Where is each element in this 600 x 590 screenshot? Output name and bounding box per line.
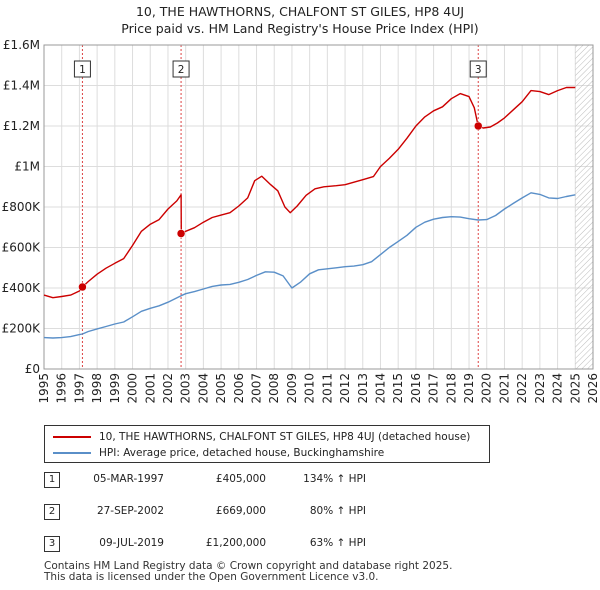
table-row: 1 05-MAR-1997 £405,000 134% ↑ HPI: [44, 472, 424, 490]
sale-label-box: [73, 60, 91, 78]
x-tick-label: 2015: [391, 373, 405, 404]
sale-number: 2: [44, 504, 60, 520]
price-chart: £0 £200K £400K £600K £800K £1M £1.2M £1.4M £1.6M…: [2, 38, 600, 404]
x-tick-label: 2021: [497, 373, 511, 404]
x-tick-label: 2025: [568, 373, 582, 404]
sale-point: [473, 121, 483, 131]
sale-number: 3: [44, 536, 60, 552]
x-tick-label: 1998: [90, 373, 104, 404]
footer-line1: Contains HM Land Registry data © Crown c…: [44, 560, 453, 572]
x-tick-label: 2007: [250, 373, 264, 404]
y-tick-label: £400K: [2, 281, 42, 295]
legend-swatch-property: [53, 436, 91, 438]
hpi-line: [43, 192, 576, 339]
sale-hpi-change: 134% ↑ HPI: [303, 473, 366, 485]
y-tick-label: £1M: [14, 160, 40, 174]
x-tick-label: 2014: [373, 373, 387, 404]
sale-number: 1: [44, 472, 60, 488]
x-tick-label: 1997: [72, 373, 86, 404]
legend-label-property: 10, THE HAWTHORNS, CHALFONT ST GILES, HP…: [99, 431, 471, 443]
x-tick-label: 2003: [179, 373, 193, 404]
property-price-line: [43, 86, 576, 299]
sale-date: 09-JUL-2019: [99, 537, 164, 549]
sale-date: 05-MAR-1997: [93, 473, 164, 485]
sale-hpi-change: 80% ↑ HPI: [309, 505, 366, 517]
legend-item-hpi: HPI: Average price, detached house, Buck…: [53, 445, 384, 461]
x-tick-label: 2001: [143, 373, 157, 404]
x-tick-label: 2019: [462, 373, 476, 404]
sale-price: £405,000: [215, 473, 266, 485]
plot-border: [43, 44, 594, 370]
x-tick-label: 2012: [338, 373, 352, 404]
x-tick-label: 2011: [320, 373, 334, 404]
y-tick-label: £1.2M: [3, 119, 40, 133]
table-row: 2 27-SEP-2002 £669,000 80% ↑ HPI: [44, 504, 424, 522]
x-tick-label: 2004: [196, 373, 210, 404]
x-tick-label: 2009: [285, 373, 299, 404]
footer-attribution: Contains HM Land Registry data © Crown c…: [44, 561, 452, 582]
x-tick-label: 1999: [108, 373, 122, 404]
sale-label: 1: [79, 64, 86, 76]
y-tick-label: £200K: [2, 322, 42, 336]
sale-price: £669,000: [215, 505, 266, 517]
x-tick-label: 2026: [586, 373, 600, 404]
sale-hpi-change: 63% ↑ HPI: [309, 537, 366, 549]
x-tick-label: 1995: [37, 373, 51, 404]
y-tick-label: £800K: [2, 200, 42, 214]
legend-swatch-hpi: [53, 452, 91, 454]
x-tick-label: 2002: [161, 373, 175, 404]
x-tick-label: 2006: [232, 373, 246, 404]
y-tick-label: £0: [25, 362, 40, 376]
y-tick-label: £1.6M: [3, 38, 40, 52]
sale-label: 2: [178, 64, 185, 76]
x-tick-label: 2013: [356, 373, 370, 404]
forecast-hatch: [575, 45, 593, 369]
x-tick-label: 2017: [427, 373, 441, 404]
x-tick-label: 2000: [126, 373, 140, 404]
sale-price: £1,200,000: [205, 537, 266, 549]
sale-date: 27-SEP-2002: [96, 505, 164, 517]
legend-label-hpi: HPI: Average price, detached house, Buck…: [99, 447, 385, 459]
x-tick-label: 2010: [303, 373, 317, 404]
sale-label-box: [469, 60, 487, 78]
x-tick-label: 2024: [551, 373, 565, 404]
x-tick-label: 2022: [515, 373, 529, 404]
table-row: 3 09-JUL-2019 £1,200,000 63% ↑ HPI: [44, 536, 424, 554]
footer-line2: This data is licensed under the Open Gov…: [44, 570, 379, 583]
chart-title-line1: 10, THE HAWTHORNS, CHALFONT ST GILES, HP…: [135, 4, 465, 19]
chart-title: 10, THE HAWTHORNS, CHALFONT ST GILES, HP…: [0, 3, 600, 37]
sale-point: [176, 229, 186, 238]
legend-item-property: 10, THE HAWTHORNS, CHALFONT ST GILES, HP…: [53, 429, 470, 445]
chart-title-line2: Price paid vs. HM Land Registry's House …: [121, 21, 479, 36]
x-tick-label: 1996: [55, 373, 69, 404]
x-tick-label: 2020: [480, 373, 494, 404]
y-tick-label: £1.4M: [3, 79, 40, 93]
x-tick-label: 2018: [444, 373, 458, 404]
sale-label-box: [172, 60, 190, 78]
sale-point: [78, 282, 87, 292]
x-tick-label: 2023: [533, 373, 547, 404]
y-tick-label: £600K: [2, 241, 42, 255]
x-tick-label: 2005: [214, 373, 228, 404]
x-tick-label: 2008: [267, 373, 281, 404]
sale-label: 3: [475, 64, 482, 76]
x-tick-label: 2016: [409, 373, 423, 404]
legend: 10, THE HAWTHORNS, CHALFONT ST GILES, HP…: [44, 425, 490, 463]
